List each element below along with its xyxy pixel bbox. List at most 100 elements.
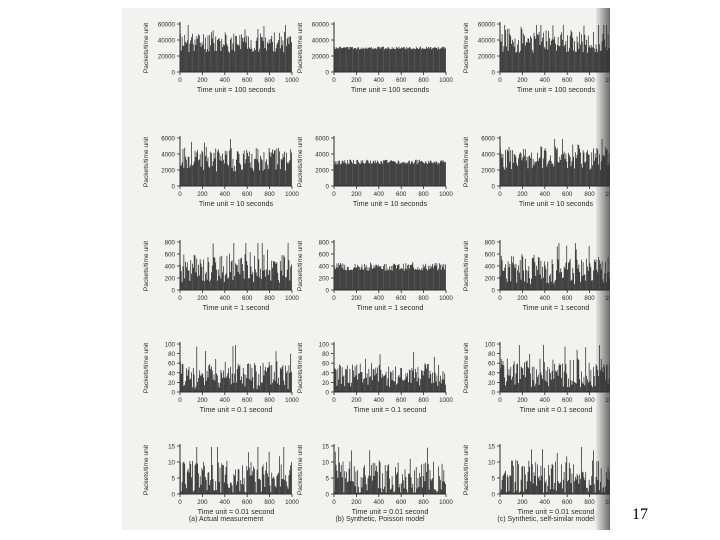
traffic-series — [180, 446, 292, 494]
x-axis-label: Time unit = 1 second — [523, 303, 590, 312]
x-tick-label: 0 — [178, 397, 182, 404]
x-tick-label: 200 — [351, 397, 362, 404]
y-axis-label: Packets/time unit — [143, 23, 150, 73]
x-tick-label: 200 — [197, 295, 208, 302]
y-axis-label: Packets/time unit — [143, 137, 150, 187]
y-tick-label: 40 — [322, 370, 329, 377]
y-tick-label: 0 — [326, 288, 330, 295]
x-tick-label: 1000 — [605, 191, 610, 198]
panel-1-1: 0 2000 4000 6000 0 200 400 600 800 1000 Packets/ti… — [297, 136, 453, 209]
x-tick-label: 400 — [220, 397, 231, 404]
x-tick-label: 600 — [242, 397, 253, 404]
x-tick-label: 400 — [540, 499, 551, 506]
y-tick-label: 200 — [165, 276, 176, 283]
x-tick-label: 0 — [498, 295, 502, 302]
y-axis-label: Packets/time unit — [297, 343, 304, 393]
y-axis-label: Packets/time unit — [297, 137, 304, 187]
x-tick-label: 800 — [584, 397, 595, 404]
x-tick-label: 200 — [351, 499, 362, 506]
x-tick-label: 600 — [562, 295, 573, 302]
x-tick-label: 200 — [517, 191, 528, 198]
y-tick-label: 60000 — [478, 22, 496, 29]
x-axis-label: Time unit = 100 seconds — [517, 85, 596, 94]
x-axis-label: Time unit = 0.01 second — [352, 507, 429, 516]
x-axis-label: Time unit = 100 seconds — [351, 85, 430, 94]
y-tick-label: 4000 — [161, 152, 175, 159]
x-tick-label: 600 — [242, 499, 253, 506]
y-tick-label: 60 — [322, 361, 329, 368]
y-axis-label: Packets/time unit — [143, 241, 150, 291]
panel-0-0: 0 20000 40000 60000 0 200 400 600 800 1000 Packets… — [143, 22, 299, 95]
column-caption: (a) Actual measurement — [189, 516, 263, 523]
traffic-series — [180, 24, 292, 72]
y-tick-label: 800 — [165, 240, 176, 247]
x-tick-label: 0 — [498, 191, 502, 198]
x-tick-label: 600 — [242, 77, 253, 84]
x-tick-label: 800 — [418, 397, 429, 404]
y-tick-label: 0 — [326, 390, 330, 397]
y-tick-label: 10 — [488, 460, 495, 467]
y-tick-label: 10 — [322, 460, 329, 467]
x-tick-label: 400 — [540, 191, 551, 198]
y-tick-label: 800 — [485, 240, 496, 247]
x-axis-label: Time unit = 0.1 second — [200, 405, 273, 414]
x-tick-label: 0 — [498, 397, 502, 404]
y-tick-label: 2000 — [481, 168, 495, 175]
x-tick-label: 400 — [374, 295, 385, 302]
x-tick-label: 800 — [418, 295, 429, 302]
y-tick-label: 15 — [322, 444, 329, 451]
x-tick-label: 800 — [418, 191, 429, 198]
x-tick-label: 600 — [396, 295, 407, 302]
panel-0-1: 0 20000 40000 60000 0 200 400 600 800 1000 Packets… — [297, 22, 453, 95]
x-tick-label: 200 — [197, 397, 208, 404]
x-tick-label: 0 — [332, 191, 336, 198]
y-axis-label: Packets/time unit — [463, 445, 470, 495]
y-tick-label: 6000 — [161, 136, 175, 143]
x-tick-label: 1000 — [285, 499, 299, 506]
x-axis-label: Time unit = 1 second — [357, 303, 424, 312]
y-tick-label: 5 — [172, 476, 176, 483]
y-tick-label: 40 — [488, 370, 495, 377]
x-tick-label: 600 — [562, 397, 573, 404]
x-tick-label: 800 — [264, 77, 275, 84]
y-tick-label: 80 — [168, 351, 175, 358]
x-tick-label: 0 — [178, 77, 182, 84]
column-caption: (c) Synthetic, self-similar model — [497, 516, 595, 523]
x-axis-label: Time unit = 100 seconds — [197, 85, 276, 94]
y-axis-label: Packets/time unit — [143, 445, 150, 495]
y-tick-label: 0 — [172, 492, 176, 499]
y-tick-label: 5 — [326, 476, 330, 483]
x-tick-label: 1000 — [285, 295, 299, 302]
y-tick-label: 600 — [319, 252, 330, 259]
traffic-series — [334, 262, 446, 290]
y-tick-label: 40000 — [312, 38, 330, 45]
x-axis-label: Time unit = 0.1 second — [520, 405, 593, 414]
panel-2-0: 0 200 400 600 800 0 200 400 600 800 1000 Packets/ti… — [143, 240, 299, 313]
y-tick-label: 60 — [168, 361, 175, 368]
x-tick-label: 400 — [220, 191, 231, 198]
x-tick-label: 600 — [562, 77, 573, 84]
x-tick-label: 800 — [584, 295, 595, 302]
y-tick-label: 100 — [165, 342, 176, 349]
x-tick-label: 800 — [264, 295, 275, 302]
y-tick-label: 0 — [326, 184, 330, 191]
x-tick-label: 1000 — [285, 397, 299, 404]
x-tick-label: 0 — [498, 77, 502, 84]
x-tick-label: 800 — [584, 499, 595, 506]
x-tick-label: 600 — [242, 295, 253, 302]
scan-edge-shadow — [596, 8, 610, 530]
x-axis-label: Time unit = 0.01 second — [198, 507, 275, 516]
y-axis-label: Packets/time unit — [297, 445, 304, 495]
y-tick-label: 600 — [485, 252, 496, 259]
x-tick-label: 200 — [517, 77, 528, 84]
x-tick-label: 600 — [562, 191, 573, 198]
x-tick-label: 200 — [517, 499, 528, 506]
traffic-series — [180, 242, 292, 290]
y-tick-label: 0 — [326, 492, 330, 499]
y-tick-label: 10 — [168, 460, 175, 467]
x-tick-label: 800 — [264, 499, 275, 506]
x-tick-label: 400 — [374, 397, 385, 404]
y-axis-label: Packets/time unit — [463, 137, 470, 187]
y-tick-label: 800 — [319, 240, 330, 247]
